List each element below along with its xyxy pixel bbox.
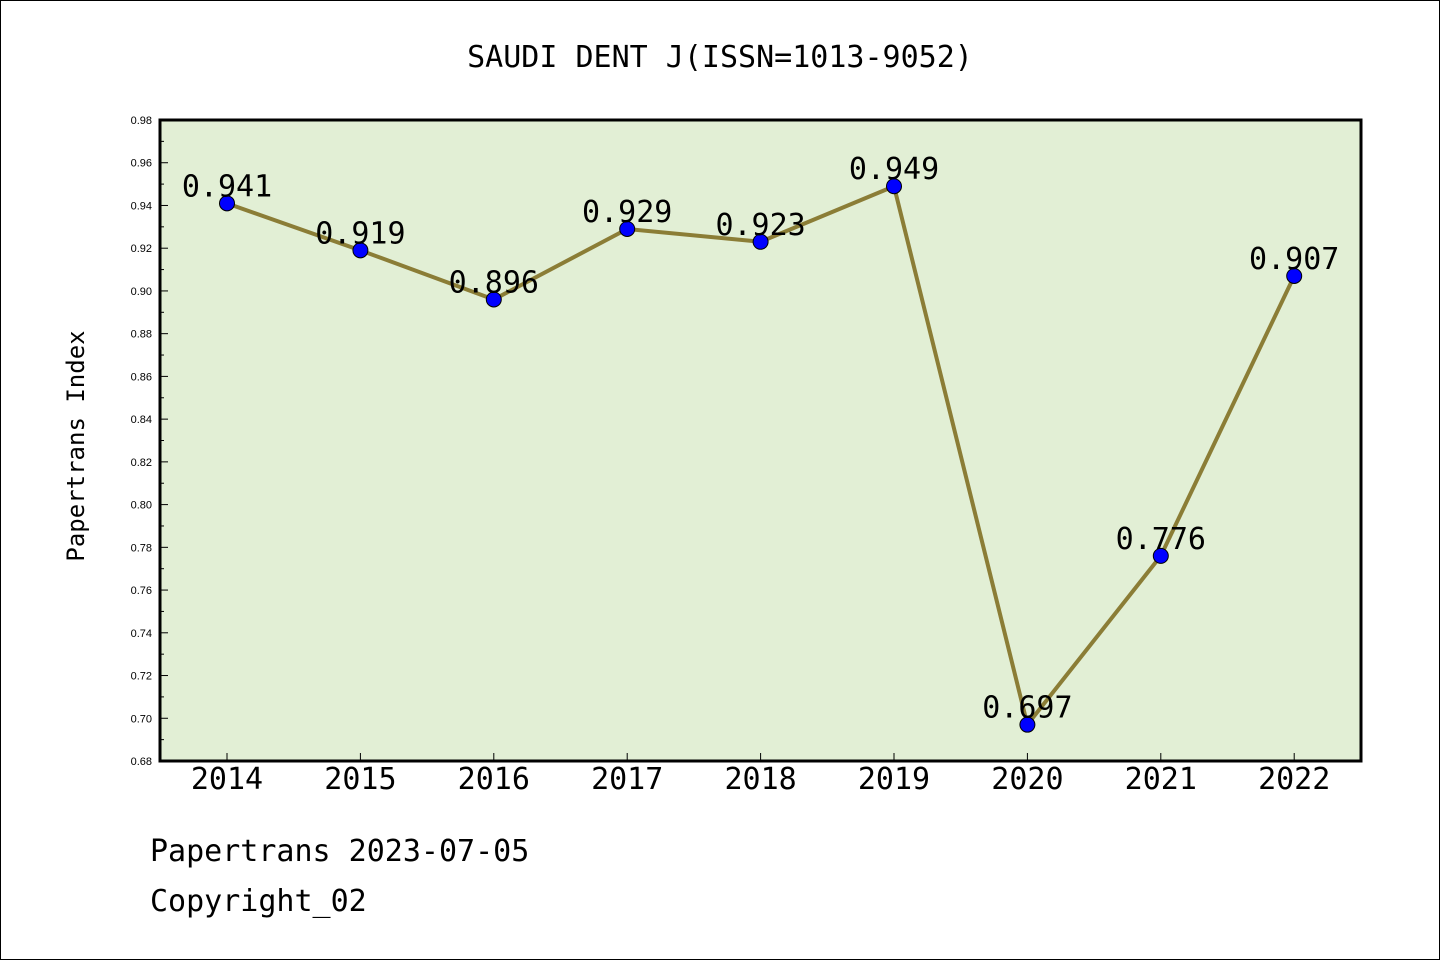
y-tick-label: 0.82 (131, 457, 152, 469)
y-tick-label: 0.78 (131, 542, 152, 554)
x-tick-label: 2020 (991, 762, 1063, 797)
y-tick-label: 0.72 (131, 671, 152, 683)
line-chart: SAUDI DENT J(ISSN=1013-9052) Papertrans … (0, 0, 1440, 960)
x-tick-label: 2021 (1125, 762, 1197, 797)
y-tick-label: 0.96 (131, 158, 152, 170)
y-tick-label: 0.76 (131, 585, 152, 597)
y-tick-label: 0.74 (131, 628, 152, 640)
footer-copyright: Copyright_02 (150, 884, 367, 919)
data-label: 0.929 (582, 195, 672, 230)
data-label: 0.949 (849, 152, 939, 187)
y-tick-label: 0.88 (131, 329, 152, 341)
data-label: 0.697 (982, 691, 1072, 726)
y-tick-label: 0.84 (131, 414, 152, 426)
data-label: 0.919 (315, 216, 405, 251)
footer-date: Papertrans 2023-07-05 (150, 834, 529, 869)
x-tick-label: 2016 (458, 762, 530, 797)
y-tick-label: 0.90 (131, 286, 152, 298)
y-tick-label: 0.68 (131, 756, 152, 768)
data-label: 0.923 (715, 208, 805, 243)
y-tick-label: 0.86 (131, 371, 152, 383)
y-tick-label: 0.92 (131, 243, 152, 255)
data-label: 0.907 (1249, 242, 1339, 277)
x-tick-label: 2022 (1258, 762, 1330, 797)
x-tick-label: 2018 (724, 762, 796, 797)
data-label: 0.896 (449, 265, 539, 300)
y-tick-label: 0.70 (131, 713, 152, 725)
x-tick-label: 2019 (858, 762, 930, 797)
x-tick-label: 2015 (324, 762, 396, 797)
y-tick-label: 0.98 (131, 115, 152, 127)
x-tick-label: 2017 (591, 762, 663, 797)
y-tick-label: 0.94 (131, 200, 152, 212)
x-tick-label: 2014 (191, 762, 263, 797)
chart-title: SAUDI DENT J(ISSN=1013-9052) (467, 40, 973, 75)
data-label: 0.776 (1116, 522, 1206, 557)
y-tick-label: 0.80 (131, 500, 152, 512)
y-axis-label: Papertrans Index (62, 330, 90, 561)
data-label: 0.941 (182, 169, 272, 204)
